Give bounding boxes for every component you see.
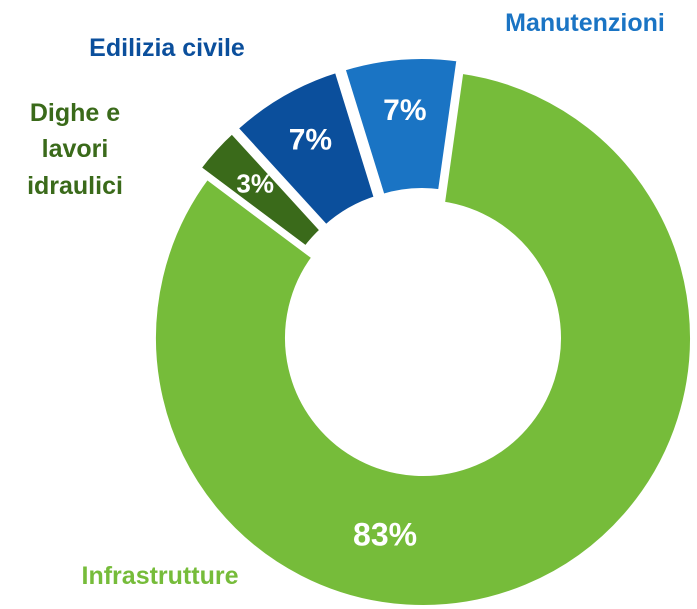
category-label: Infrastrutture xyxy=(81,562,239,590)
category-label: Edilizia civile xyxy=(89,34,245,62)
donut-slice xyxy=(230,65,381,233)
donut-slice xyxy=(150,67,696,609)
value-label: 7% xyxy=(289,123,332,156)
value-label: 3% xyxy=(236,169,274,199)
value-label: 7% xyxy=(383,94,426,127)
category-label: Dighe e lavori idraulici xyxy=(27,99,123,200)
donut-slice xyxy=(338,53,464,201)
category-label: Manutenzioni xyxy=(505,9,665,37)
value-label: 83% xyxy=(353,516,417,552)
donut-slice xyxy=(193,126,328,254)
